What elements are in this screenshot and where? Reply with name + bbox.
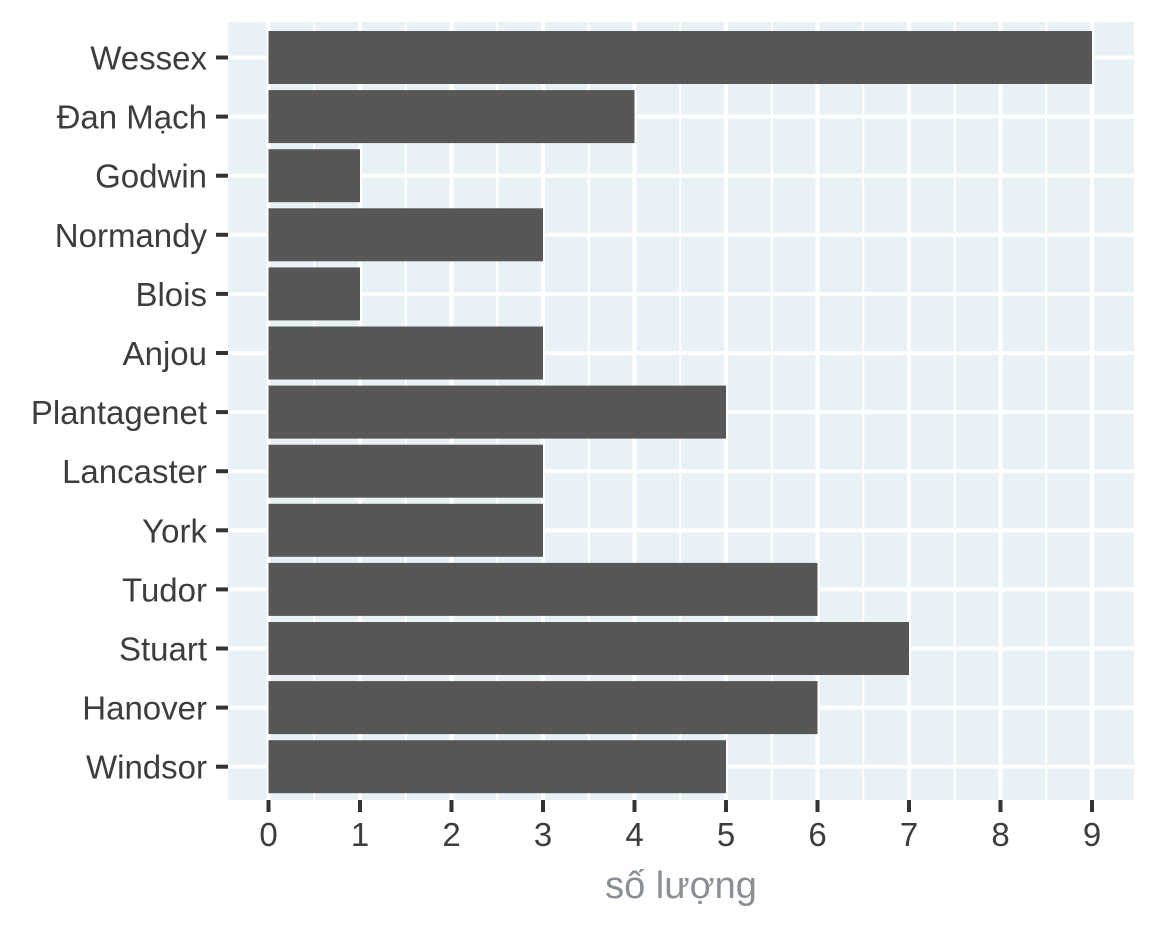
bar bbox=[268, 740, 726, 794]
y-tick-label: Stuart bbox=[119, 631, 207, 668]
bar bbox=[268, 503, 543, 557]
y-tick-label: Godwin bbox=[95, 158, 207, 195]
x-tick-label: 9 bbox=[1083, 816, 1101, 853]
bar bbox=[268, 681, 818, 735]
x-tick-label: 5 bbox=[717, 816, 735, 853]
bar bbox=[268, 31, 1092, 84]
y-tick-label: Đan Mạch bbox=[57, 99, 207, 136]
x-tick-label: 6 bbox=[808, 816, 826, 853]
y-tick-label: Wessex bbox=[90, 40, 207, 77]
y-tick-label: Hanover bbox=[82, 690, 207, 727]
y-tick-label: Plantagenet bbox=[31, 394, 207, 431]
x-tick-label: 8 bbox=[991, 816, 1009, 853]
y-tick-label: Anjou bbox=[123, 335, 207, 372]
bar bbox=[268, 326, 543, 380]
x-axis-title: số lượng bbox=[605, 865, 757, 907]
bar bbox=[268, 208, 543, 262]
x-tick-label: 7 bbox=[900, 816, 918, 853]
x-tick-label: 4 bbox=[625, 816, 643, 853]
x-tick-label: 3 bbox=[534, 816, 552, 853]
x-tick-label: 2 bbox=[442, 816, 460, 853]
x-tick-label: 1 bbox=[351, 816, 369, 853]
x-axis: 0 1 2 3 4 5 6 7 8 9 bbox=[259, 800, 1101, 853]
y-tick-label: York bbox=[142, 512, 207, 549]
y-tick-label: Tudor bbox=[122, 571, 207, 608]
bar bbox=[268, 444, 543, 498]
bar bbox=[268, 622, 909, 675]
bar bbox=[268, 385, 726, 439]
x-tick-label: 0 bbox=[259, 816, 277, 853]
y-tick-label: Lancaster bbox=[62, 453, 207, 490]
bar bbox=[268, 149, 360, 203]
y-tick-label: Windsor bbox=[86, 749, 207, 786]
bar bbox=[268, 267, 360, 321]
y-axis: Wessex Đan Mạch Godwin Normandy Blois Anjou Pl… bbox=[31, 40, 228, 786]
bar bbox=[268, 562, 818, 616]
y-tick-label: Blois bbox=[135, 276, 207, 313]
bar bbox=[268, 90, 635, 144]
bars bbox=[268, 31, 1092, 794]
y-tick-label: Normandy bbox=[55, 217, 208, 254]
